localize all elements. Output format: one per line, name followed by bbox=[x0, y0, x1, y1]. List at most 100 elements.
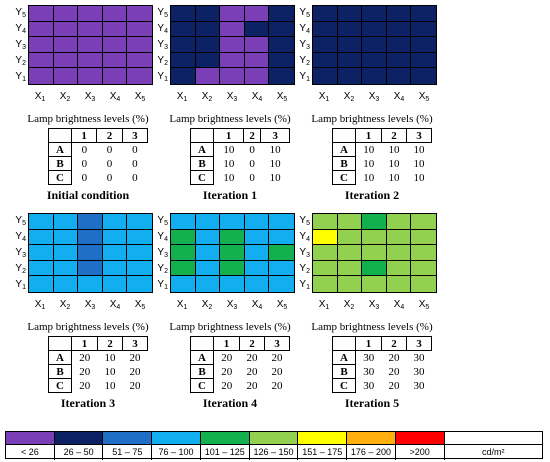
heatmap-cell bbox=[102, 214, 128, 230]
heatmap-cell bbox=[102, 260, 128, 277]
heatmap-cell bbox=[195, 21, 221, 38]
table-cell: 0 bbox=[106, 143, 113, 156]
heatmap-cell bbox=[362, 68, 387, 84]
y-axis-label: Y5 bbox=[299, 215, 310, 228]
heatmap-cell bbox=[386, 214, 412, 230]
heatmap-cell bbox=[386, 245, 412, 261]
heatmap-cell bbox=[102, 6, 128, 22]
heatmap-cell bbox=[195, 260, 221, 277]
row-header: A bbox=[190, 142, 214, 157]
heatmap-cell bbox=[127, 6, 152, 22]
heatmap-cell bbox=[337, 214, 363, 230]
row-header: C bbox=[48, 170, 72, 185]
heatmap-cell bbox=[53, 6, 79, 22]
heatmap-cell bbox=[53, 229, 79, 246]
table-row: C 20 20 20 bbox=[190, 378, 290, 393]
brightness-table: 1 2 3 A 30 20 30 B 30 20 30 C 30 20 30 bbox=[332, 336, 432, 393]
table-title: Lamp brightness levels (%) bbox=[27, 113, 149, 125]
heatmap-cell bbox=[220, 68, 245, 84]
heatmap-grid bbox=[312, 213, 437, 293]
table-row: A 10 10 10 bbox=[332, 142, 432, 157]
heatmap-area: Y5 Y4 Y3 Y2 Y1 X1 X2 X3 X4 X5 bbox=[15, 213, 158, 311]
legend-swatch bbox=[249, 432, 299, 445]
heatmap-cell bbox=[53, 52, 79, 69]
heatmap-cell bbox=[78, 6, 103, 22]
table-cell: 0 bbox=[132, 171, 138, 184]
y-axis-label: Y4 bbox=[157, 23, 168, 36]
legend-label: 101 – 125 bbox=[201, 445, 250, 460]
x-axis-label: X1 bbox=[176, 91, 188, 103]
heatmap-cell bbox=[386, 37, 412, 53]
table-cell: 0 bbox=[106, 171, 113, 184]
y-axis-label: Y5 bbox=[15, 7, 26, 20]
panel-caption: Initial condition bbox=[46, 188, 130, 202]
column-header: 2 bbox=[381, 128, 408, 143]
heatmap-cell bbox=[411, 68, 436, 84]
column-header: 2 bbox=[243, 128, 262, 143]
row-header: B bbox=[48, 156, 72, 171]
y-axis-label: Y1 bbox=[157, 279, 168, 292]
legend-label: >200 bbox=[396, 445, 445, 460]
table-cell: 10 bbox=[104, 365, 116, 378]
x-axis-label: X2 bbox=[59, 91, 71, 103]
heatmap-cell bbox=[29, 6, 54, 22]
table-cell: 10 bbox=[388, 143, 400, 156]
y-axis-label: Y2 bbox=[15, 263, 26, 276]
column-header: 3 bbox=[121, 128, 149, 143]
row-header: B bbox=[190, 364, 214, 379]
table-corner bbox=[332, 336, 356, 351]
row-header: B bbox=[332, 156, 356, 171]
heatmap-cell bbox=[244, 229, 270, 246]
heatmap-cell bbox=[362, 6, 387, 22]
heatmap-cell bbox=[362, 214, 387, 230]
legend-swatch bbox=[152, 432, 201, 445]
heatmap-cell bbox=[102, 245, 128, 261]
heatmap-cell bbox=[269, 229, 294, 246]
heatmap-cell bbox=[362, 52, 387, 69]
brightness-table: 1 2 3 A 10 0 10 B 10 0 10 C 10 0 10 bbox=[190, 128, 290, 185]
row-header: C bbox=[190, 378, 214, 393]
table-cell: 30 bbox=[363, 379, 375, 392]
heatmap-cell bbox=[362, 245, 387, 261]
y-axis-label: Y1 bbox=[299, 71, 310, 84]
legend-swatch bbox=[444, 432, 542, 445]
column-header: 3 bbox=[406, 128, 432, 143]
heatmap-cell bbox=[53, 276, 79, 292]
legend-swatch bbox=[347, 432, 396, 445]
heatmap-cell bbox=[244, 6, 270, 22]
heatmap-cell bbox=[386, 21, 412, 38]
table-cell: 10 bbox=[269, 143, 281, 156]
column-header: 1 bbox=[70, 128, 98, 143]
row-header: A bbox=[48, 350, 72, 365]
heatmap-cell bbox=[195, 68, 221, 84]
table-title: Lamp brightness levels (%) bbox=[169, 113, 291, 125]
heatmap-cell bbox=[29, 229, 54, 246]
heatmap-cell bbox=[244, 21, 270, 38]
table-cell: 10 bbox=[363, 171, 375, 184]
table-cell: 20 bbox=[221, 379, 233, 392]
y-axis-label: Y5 bbox=[157, 7, 168, 20]
panel-4: Y5 Y4 Y3 Y2 Y1 X1 X2 X3 X4 X5 Lamp brightness leve… bbox=[15, 213, 158, 410]
table-cell: 10 bbox=[413, 171, 425, 184]
table-cell: 20 bbox=[221, 365, 233, 378]
heatmap-cell bbox=[386, 260, 412, 277]
heatmap-cell bbox=[171, 229, 196, 246]
column-header: 2 bbox=[381, 336, 408, 351]
heatmap-cell bbox=[313, 68, 338, 84]
x-axis-label: X4 bbox=[109, 91, 121, 103]
heatmap-cell bbox=[220, 52, 245, 69]
x-axis-label: X3 bbox=[368, 91, 380, 103]
heatmap-cell bbox=[220, 21, 245, 38]
heatmap-cell bbox=[220, 260, 245, 277]
heatmap-cell bbox=[195, 52, 221, 69]
table-row: A 30 20 30 bbox=[332, 350, 432, 365]
table-cell: 30 bbox=[413, 379, 425, 392]
heatmap-cell bbox=[53, 68, 79, 84]
table-cell: 0 bbox=[249, 157, 255, 170]
y-axis-label: Y1 bbox=[299, 279, 310, 292]
column-header: 2 bbox=[96, 128, 123, 143]
table-cell: 30 bbox=[413, 365, 425, 378]
